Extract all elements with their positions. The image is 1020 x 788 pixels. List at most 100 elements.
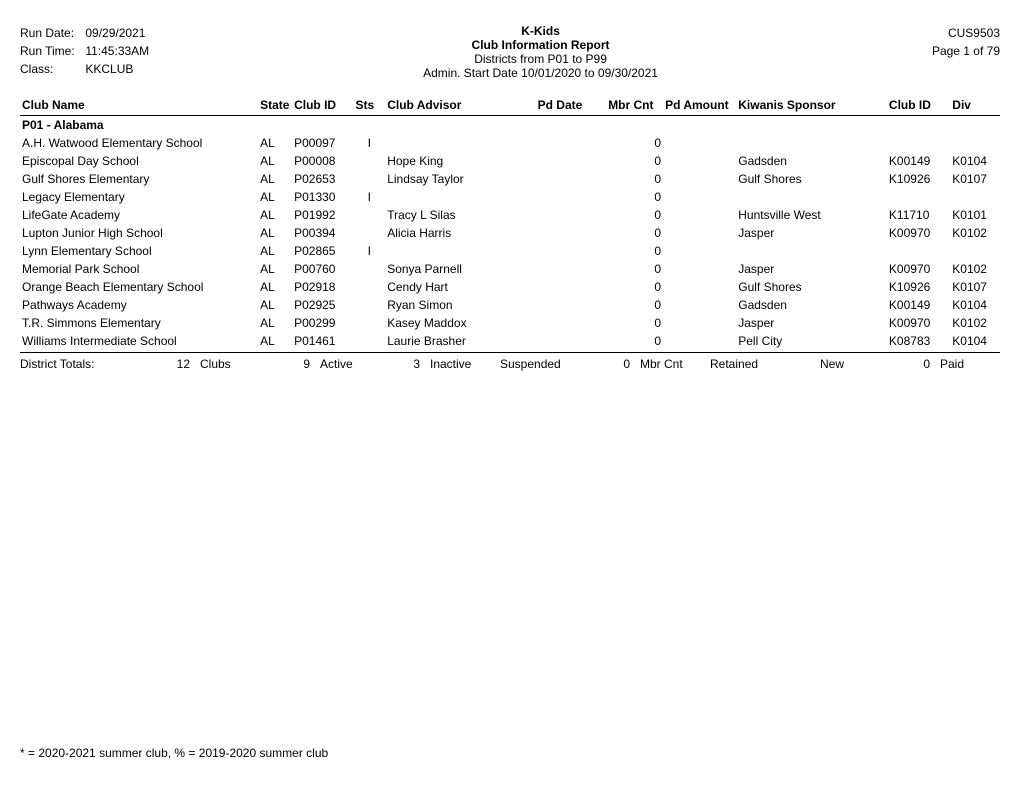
totals-label: District Totals:: [20, 357, 120, 371]
cell-pdamount: [663, 188, 736, 206]
cell-pdamount: [663, 260, 736, 278]
cell-sts: [354, 296, 386, 314]
class-label: Class:: [20, 60, 82, 78]
cell-pddate: [536, 188, 607, 206]
cell-sts: [354, 332, 386, 350]
cell-sts: [354, 224, 386, 242]
cell-clubid: P02653: [292, 170, 353, 188]
cell-clubid: P01461: [292, 332, 353, 350]
district-name: P01 - Alabama: [20, 116, 1000, 135]
cell-spclubid: K11710: [887, 206, 950, 224]
cell-clubname: LifeGate Academy: [20, 206, 258, 224]
report-subline1: Districts from P01 to P99: [149, 52, 932, 66]
table-row: LifeGate AcademyALP01992Tracy L Silas0Hu…: [20, 206, 1000, 224]
run-time-value: 11:45:33AM: [85, 44, 149, 58]
cell-clubname: Legacy Elementary: [20, 188, 258, 206]
district-row: P01 - Alabama: [20, 116, 1000, 135]
col-header-spclubid: Club ID: [887, 96, 950, 116]
cell-div: K0104: [950, 152, 1000, 170]
cell-spclubid: K00149: [887, 296, 950, 314]
cell-clubname: T.R. Simmons Elementary: [20, 314, 258, 332]
cell-sponsor: Huntsville West: [736, 206, 887, 224]
cell-div: K0101: [950, 206, 1000, 224]
cell-pdamount: [663, 152, 736, 170]
cell-sponsor: Pell City: [736, 332, 887, 350]
cell-mbrcnt: 0: [606, 152, 663, 170]
footer-note: * = 2020-2021 summer club, % = 2019-2020…: [20, 746, 328, 760]
cell-pdamount: [663, 314, 736, 332]
cell-spclubid: K00970: [887, 314, 950, 332]
col-header-div: Div: [950, 96, 1000, 116]
cell-pdamount: [663, 242, 736, 260]
cell-clubid: P00008: [292, 152, 353, 170]
totals-suspended-label: Suspended: [500, 357, 580, 371]
table-row: A.H. Watwood Elementary SchoolALP00097I0: [20, 134, 1000, 152]
totals-paid-value: 0: [870, 357, 930, 371]
cell-sponsor: [736, 188, 887, 206]
cell-pddate: [536, 260, 607, 278]
cell-sts: I: [354, 134, 386, 152]
table-body: P01 - Alabama A.H. Watwood Elementary Sc…: [20, 116, 1000, 351]
cell-spclubid: K00970: [887, 260, 950, 278]
totals-active-label: Active: [320, 357, 370, 371]
totals-mbrcnt-value: 0: [590, 357, 630, 371]
cell-pdamount: [663, 224, 736, 242]
cell-spclubid: K08783: [887, 332, 950, 350]
cell-div: K0107: [950, 170, 1000, 188]
totals-inactive-label: Inactive: [430, 357, 490, 371]
cell-advisor: Hope King: [385, 152, 535, 170]
col-header-pddate: Pd Date: [536, 96, 607, 116]
cell-state: AL: [258, 260, 292, 278]
cell-div: K0104: [950, 296, 1000, 314]
district-totals: District Totals: 12 Clubs 9 Active 3 Ina…: [20, 352, 1000, 371]
cell-pddate: [536, 134, 607, 152]
cell-advisor: [385, 242, 535, 260]
cell-mbrcnt: 0: [606, 296, 663, 314]
cell-spclubid: K10926: [887, 278, 950, 296]
cell-pddate: [536, 332, 607, 350]
col-header-mbrcnt: Mbr Cnt: [606, 96, 663, 116]
cell-advisor: [385, 188, 535, 206]
cell-state: AL: [258, 170, 292, 188]
table-row: Lupton Junior High SchoolALP00394Alicia …: [20, 224, 1000, 242]
totals-mbrcnt-label: Mbr Cnt: [640, 357, 700, 371]
cell-state: AL: [258, 296, 292, 314]
cell-pdamount: [663, 332, 736, 350]
cell-mbrcnt: 0: [606, 278, 663, 296]
table-row: Legacy ElementaryALP01330I0: [20, 188, 1000, 206]
cell-advisor: Cendy Hart: [385, 278, 535, 296]
cell-sponsor: Gulf Shores: [736, 170, 887, 188]
cell-pddate: [536, 170, 607, 188]
cell-sts: [354, 152, 386, 170]
cell-pdamount: [663, 206, 736, 224]
cell-sponsor: [736, 242, 887, 260]
run-time-label: Run Time:: [20, 42, 82, 60]
cell-pddate: [536, 224, 607, 242]
report-subline2: Admin. Start Date 10/01/2020 to 09/30/20…: [149, 66, 932, 80]
header-center: K-Kids Club Information Report Districts…: [149, 24, 932, 80]
cell-pdamount: [663, 278, 736, 296]
cell-state: AL: [258, 242, 292, 260]
cell-clubname: Memorial Park School: [20, 260, 258, 278]
totals-clubs-count: 12: [130, 357, 190, 371]
totals-paid-label: Paid: [940, 357, 980, 371]
cell-state: AL: [258, 206, 292, 224]
table-row: Gulf Shores ElementaryALP02653Lindsay Ta…: [20, 170, 1000, 188]
table-row: Orange Beach Elementary SchoolALP02918Ce…: [20, 278, 1000, 296]
totals-inactive-count: 3: [380, 357, 420, 371]
col-header-sts: Sts: [354, 96, 386, 116]
header-right: CUS9503 Page 1 of 79: [932, 24, 1000, 80]
col-header-pdamount: Pd Amount: [663, 96, 736, 116]
cell-clubid: P00299: [292, 314, 353, 332]
cell-pddate: [536, 296, 607, 314]
class-value: KKCLUB: [85, 62, 133, 76]
cell-spclubid: [887, 134, 950, 152]
cell-mbrcnt: 0: [606, 170, 663, 188]
table-row: Williams Intermediate SchoolALP01461Laur…: [20, 332, 1000, 350]
report-table: Club Name State Club ID Sts Club Advisor…: [20, 96, 1000, 350]
cell-advisor: Ryan Simon: [385, 296, 535, 314]
cell-clubid: P02918: [292, 278, 353, 296]
cell-sts: I: [354, 242, 386, 260]
cell-pddate: [536, 314, 607, 332]
cell-clubid: P02865: [292, 242, 353, 260]
